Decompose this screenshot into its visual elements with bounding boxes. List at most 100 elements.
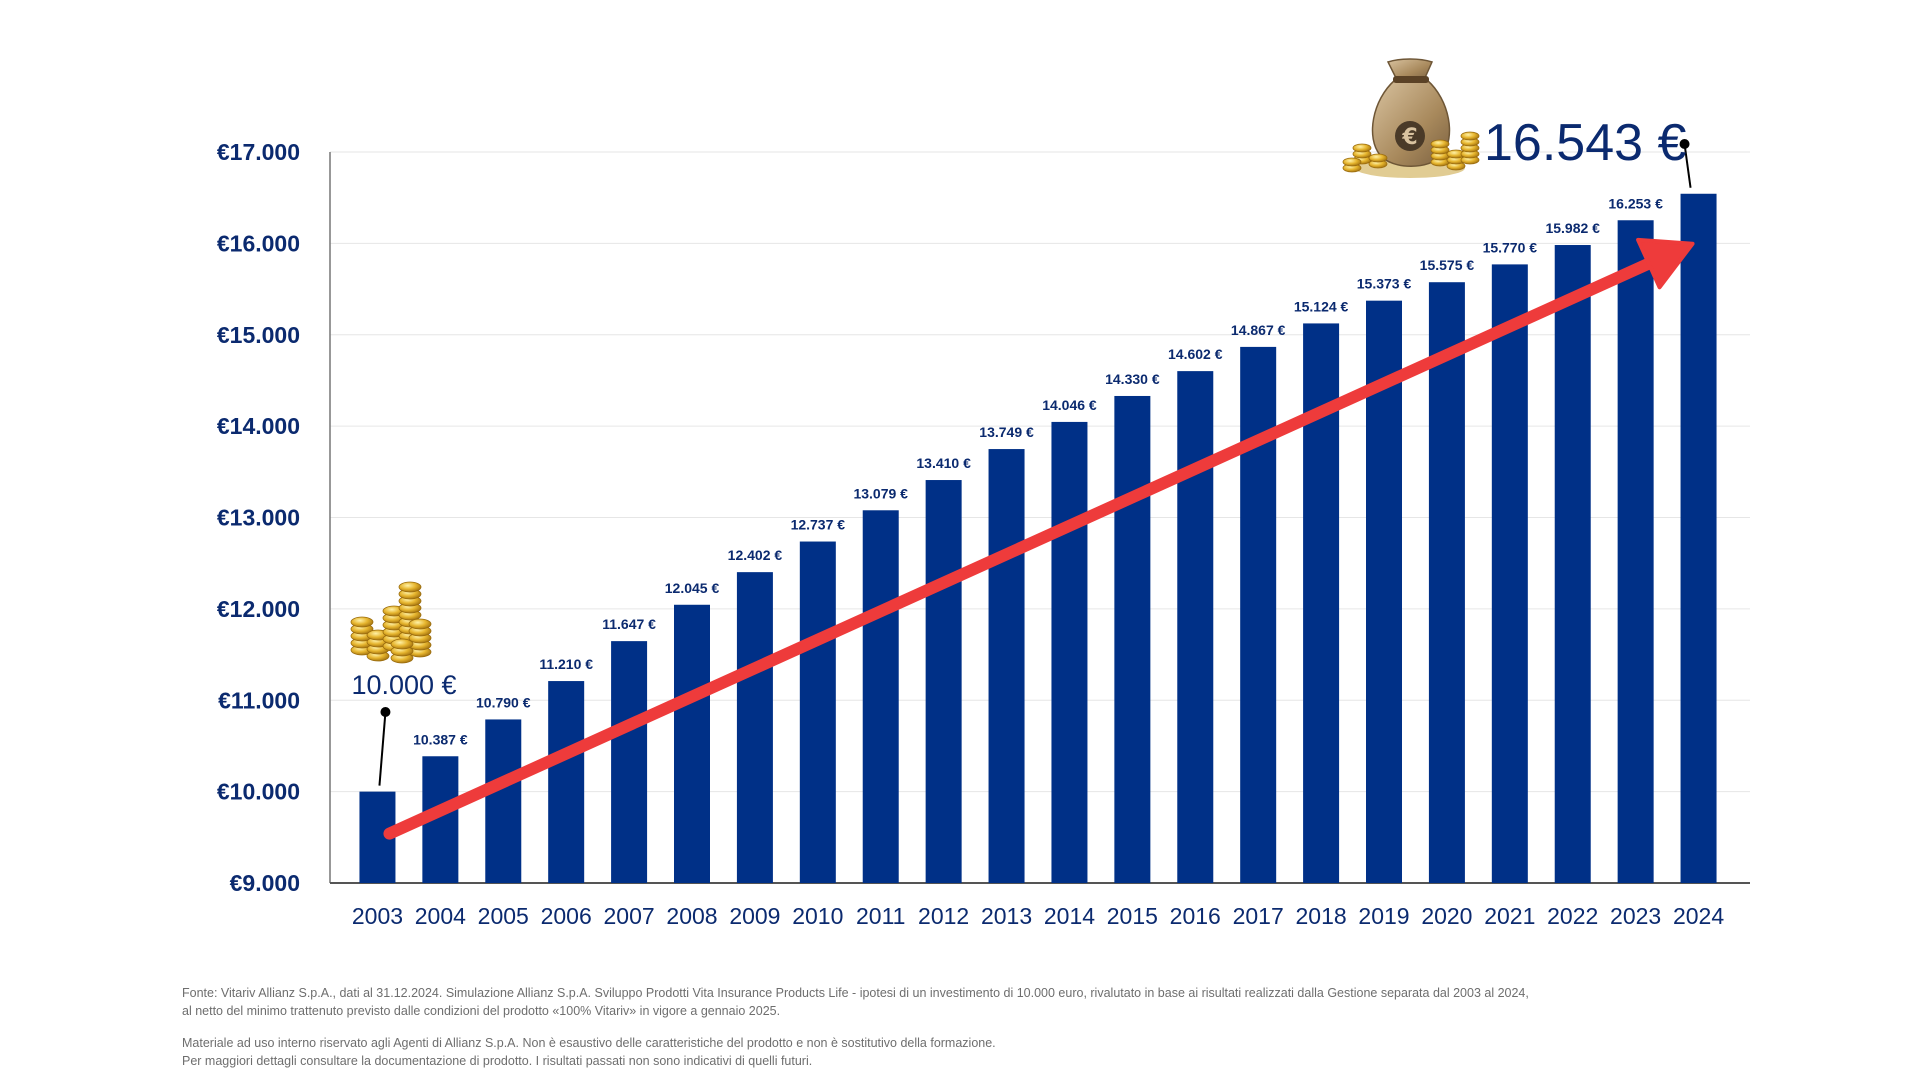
x-tick-label: 2009	[729, 903, 780, 929]
source-note-line-1: Fonte: Vitariv Allianz S.p.A., dati al 3…	[182, 986, 1529, 1000]
y-tick-label: €12.000	[217, 596, 300, 622]
data-label: 12.045 €	[665, 580, 720, 596]
x-tick-label: 2020	[1421, 903, 1472, 929]
bar	[1366, 300, 1402, 883]
x-tick-label: 2019	[1358, 903, 1409, 929]
x-tick-label: 2005	[478, 903, 529, 929]
trend-arrow-head	[1636, 237, 1695, 290]
data-label: 15.770 €	[1483, 239, 1538, 255]
data-label: 15.982 €	[1545, 220, 1600, 236]
y-tick-label: €10.000	[217, 779, 300, 805]
x-tick-label: 2024	[1673, 903, 1724, 929]
bar	[1554, 245, 1591, 883]
data-label: 14.046 €	[1042, 397, 1097, 413]
coin	[1368, 153, 1388, 163]
x-tick-label: 2013	[981, 903, 1032, 929]
coin	[350, 616, 374, 628]
trend-arrow	[383, 237, 1695, 840]
end-callout-pointer	[1683, 143, 1692, 188]
y-tick-label: €17.000	[217, 139, 300, 165]
data-label: 13.749 €	[979, 424, 1034, 440]
x-tick-label: 2010	[792, 903, 843, 929]
x-tick-label: 2015	[1107, 903, 1158, 929]
start-value-callout: 10.000 €	[351, 670, 456, 700]
x-tick-label: 2016	[1170, 903, 1221, 929]
euro-money-bag-icon: €	[1342, 58, 1480, 178]
x-tick-label: 2023	[1610, 903, 1661, 929]
coin	[1460, 131, 1480, 141]
y-axis-ticks: €9.000 €10.000 €11.000 €12.000 €13.000 €14.00…	[217, 139, 300, 896]
coin	[1430, 139, 1450, 149]
bar	[1051, 421, 1088, 883]
bar	[674, 604, 710, 883]
y-tick-label: €13.000	[217, 505, 300, 531]
end-value-callout: 16.543 €	[1484, 114, 1686, 172]
bar	[1177, 371, 1214, 883]
coin	[408, 618, 432, 630]
y-tick-label: €15.000	[217, 322, 300, 348]
data-label: 14.330 €	[1105, 371, 1160, 387]
y-tick-label: €9.000	[230, 870, 300, 896]
x-tick-label: 2012	[918, 903, 969, 929]
x-tick-label: 2014	[1044, 903, 1095, 929]
bar	[1240, 346, 1277, 884]
x-tick-label: 2004	[415, 903, 466, 929]
bar	[1680, 193, 1717, 884]
data-label: 14.867 €	[1231, 322, 1286, 338]
y-tick-label: €16.000	[217, 230, 300, 256]
x-tick-label: 2006	[541, 903, 592, 929]
coin	[1352, 143, 1372, 153]
bar	[611, 641, 648, 883]
source-note: Fonte: Vitariv Allianz S.p.A., dati al 3…	[182, 984, 1742, 1020]
bar	[862, 510, 899, 883]
svg-text:€: €	[1401, 125, 1417, 150]
x-tick-label: 2007	[604, 903, 655, 929]
bar	[548, 681, 585, 883]
data-label: 16.253 €	[1608, 195, 1663, 211]
data-label: 14.602 €	[1168, 346, 1223, 362]
x-tick-label: 2008	[666, 903, 717, 929]
bar	[1491, 264, 1528, 883]
end-callout-dot	[1679, 139, 1690, 149]
disclaimer: Materiale ad uso interno riservato agli …	[182, 1034, 1742, 1070]
bar	[799, 541, 836, 883]
x-tick-label: 2003	[352, 903, 403, 929]
start-callout-dot	[380, 707, 391, 717]
data-label: 13.410 €	[916, 455, 971, 471]
data-label: 12.737 €	[791, 517, 846, 533]
x-tick-label: 2022	[1547, 903, 1598, 929]
trend-arrow-shaft	[383, 257, 1655, 840]
data-label: 12.402 €	[728, 547, 783, 563]
data-label: 15.124 €	[1294, 298, 1349, 314]
start-callout-pointer	[378, 711, 387, 786]
bar	[1617, 220, 1654, 883]
data-label: 15.373 €	[1357, 276, 1412, 292]
x-tick-label: 2017	[1233, 903, 1284, 929]
data-label: 13.079 €	[853, 485, 908, 501]
x-axis-ticks: 2003 2004 2005 2006 2007 2008 2009 2010 2011 2012…	[352, 903, 1724, 929]
data-label: 11.647 €	[602, 616, 656, 632]
coin	[398, 581, 422, 593]
y-tick-label: €14.000	[217, 413, 300, 439]
gold-coin-stacks-icon	[350, 581, 432, 664]
bar	[1114, 395, 1151, 883]
disclaimer-line-1: Materiale ad uso interno riservato agli …	[182, 1036, 996, 1050]
disclaimer-line-2: Per maggiori dettagli consultare la docu…	[182, 1054, 813, 1068]
data-labels: 10.387 € 10.790 € 11.210 € 11.647 € 12.045 €…	[413, 195, 1663, 747]
source-note-line-2: al netto del minimo trattenuto previsto …	[182, 1004, 781, 1018]
data-label: 10.790 €	[476, 694, 531, 710]
y-tick-label: €11.000	[218, 687, 300, 713]
coin	[1342, 157, 1362, 167]
bar	[736, 572, 773, 883]
x-tick-label: 2021	[1484, 903, 1535, 929]
bar	[485, 719, 522, 883]
x-tick-label: 2011	[856, 903, 905, 929]
coin	[390, 638, 414, 650]
data-label: 10.387 €	[413, 731, 468, 747]
bar	[988, 449, 1025, 883]
data-label: 15.575 €	[1420, 257, 1475, 273]
bar	[1428, 282, 1465, 884]
data-label: 11.210 €	[539, 656, 593, 672]
bar	[925, 480, 962, 883]
